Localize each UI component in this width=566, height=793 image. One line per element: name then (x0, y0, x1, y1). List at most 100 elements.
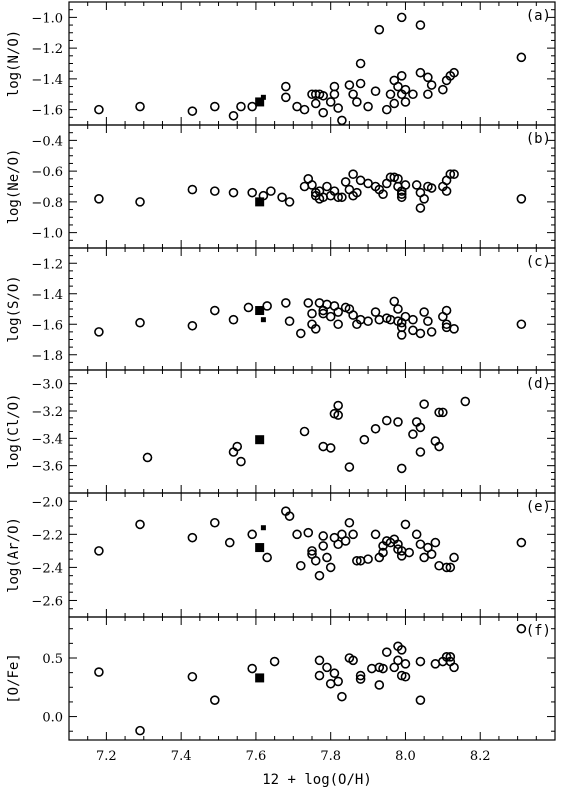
data-point-square (255, 197, 265, 207)
y-tick-label: −3.0 (31, 378, 63, 393)
data-point-circle (348, 169, 358, 179)
data-point-circle (411, 529, 422, 540)
data-point-circle (445, 562, 456, 573)
data-point-circle (393, 417, 403, 427)
data-point-circle (344, 462, 355, 472)
data-point-circle (243, 302, 254, 313)
data-point-circle (333, 103, 343, 113)
panels-group: −1.6−1.4−1.2−1.0log(N/O)(a)−1.0−0.8−0.6−… (6, 1, 556, 764)
data-point-circle (415, 67, 426, 78)
y-tick-label: −3.4 (31, 432, 63, 447)
data-point-circle (314, 670, 325, 681)
data-point-circle (295, 560, 306, 571)
data-point-circle (404, 547, 415, 558)
data-point-circle (408, 89, 418, 100)
x-tick-label: 7.4 (171, 749, 192, 764)
data-point-square (260, 317, 266, 323)
x-tick-label: 7.6 (246, 749, 267, 764)
panel-frame (68, 369, 556, 494)
data-point-circle (187, 671, 198, 682)
panel-e: −2.6 −2.4 −2.2 −2.0 log(Ar/O) (e) (6, 492, 556, 618)
y-tick-label: 0.5 (42, 652, 63, 667)
data-point-circle (187, 184, 198, 195)
x-tick-label: 8.2 (470, 749, 491, 764)
data-point-square (255, 97, 265, 107)
data-point-circle (441, 305, 452, 316)
data-point-circle (400, 97, 411, 107)
data-point-circle (224, 537, 235, 548)
data-point-circle (281, 92, 291, 103)
data-point-circle (135, 519, 145, 530)
data-point-circle (419, 307, 429, 317)
data-point-square (260, 525, 266, 531)
data-point-circle (318, 441, 329, 452)
data-point-circle (352, 97, 362, 107)
data-point-circle (284, 511, 295, 521)
data-point-square (260, 94, 266, 100)
data-point-circle (434, 560, 444, 571)
data-point-circle (333, 307, 343, 317)
data-point-circle (445, 652, 456, 662)
data-point-circle (415, 203, 426, 213)
data-point-circle (94, 194, 104, 204)
data-point-circle (329, 81, 340, 92)
data-point-circle (284, 316, 295, 327)
data-point-circle (426, 80, 437, 90)
panel-label: (b) (526, 131, 551, 147)
data-point-circle (352, 555, 362, 566)
data-point-circle (314, 570, 325, 581)
data-point-circle (363, 316, 373, 327)
data-point-circle (423, 89, 433, 100)
data-point-circle (419, 194, 429, 204)
data-point-circle (348, 310, 358, 320)
data-point-circle (415, 656, 426, 667)
y-tick-label: −1.4 (31, 73, 63, 88)
data-point-circle (385, 89, 396, 100)
data-point-circle (281, 298, 291, 308)
data-point-circle (348, 655, 358, 666)
data-point-circle (322, 299, 332, 310)
data-point-circle (389, 296, 400, 307)
data-point-circle (337, 115, 347, 126)
data-point-circle (359, 434, 370, 445)
data-point-circle (310, 324, 321, 334)
data-point-circle (415, 422, 426, 433)
data-point-circle (284, 197, 295, 207)
data-point-circle (329, 89, 340, 100)
data-point-circle (449, 552, 459, 563)
data-point-circle (415, 20, 426, 30)
y-tick-label: −2.2 (31, 528, 63, 543)
data-point-circle (374, 680, 385, 690)
data-point-circle (322, 181, 332, 192)
data-point-circle (228, 187, 239, 198)
panel-frame (68, 1, 556, 126)
data-point-circle (396, 189, 407, 199)
data-point-circle (247, 101, 257, 112)
data-point-circle (333, 676, 343, 687)
y-axis-title: log(Ne/O) (6, 149, 22, 225)
data-point-circle (348, 529, 358, 540)
data-point-circle (325, 443, 336, 453)
data-point-circle (329, 668, 340, 679)
y-axis-title: log(N/O) (6, 30, 22, 97)
data-point-circle (400, 180, 411, 190)
data-point-circle (94, 667, 104, 677)
data-point-circle (393, 304, 403, 314)
data-point-square (255, 435, 265, 445)
data-point-circle (352, 187, 362, 198)
data-point-circle (236, 101, 246, 112)
data-point-circle (210, 695, 220, 705)
data-point-circle (310, 555, 321, 566)
data-point-circle (396, 71, 407, 81)
data-point-circle (355, 78, 366, 89)
panel-d: −3.6 −3.4 −3.2 −3.0 log(Cl/O) (d) (6, 369, 556, 494)
data-point-circle (135, 101, 145, 112)
data-point-circle (396, 463, 407, 474)
y-tick-label: −2.4 (31, 561, 63, 576)
data-point-circle (426, 327, 437, 337)
x-tick-label: 8.0 (395, 749, 416, 764)
data-point-circle (94, 546, 104, 556)
data-point-circle (516, 623, 527, 634)
data-point-circle (94, 327, 104, 337)
data-point-circle (236, 456, 246, 467)
